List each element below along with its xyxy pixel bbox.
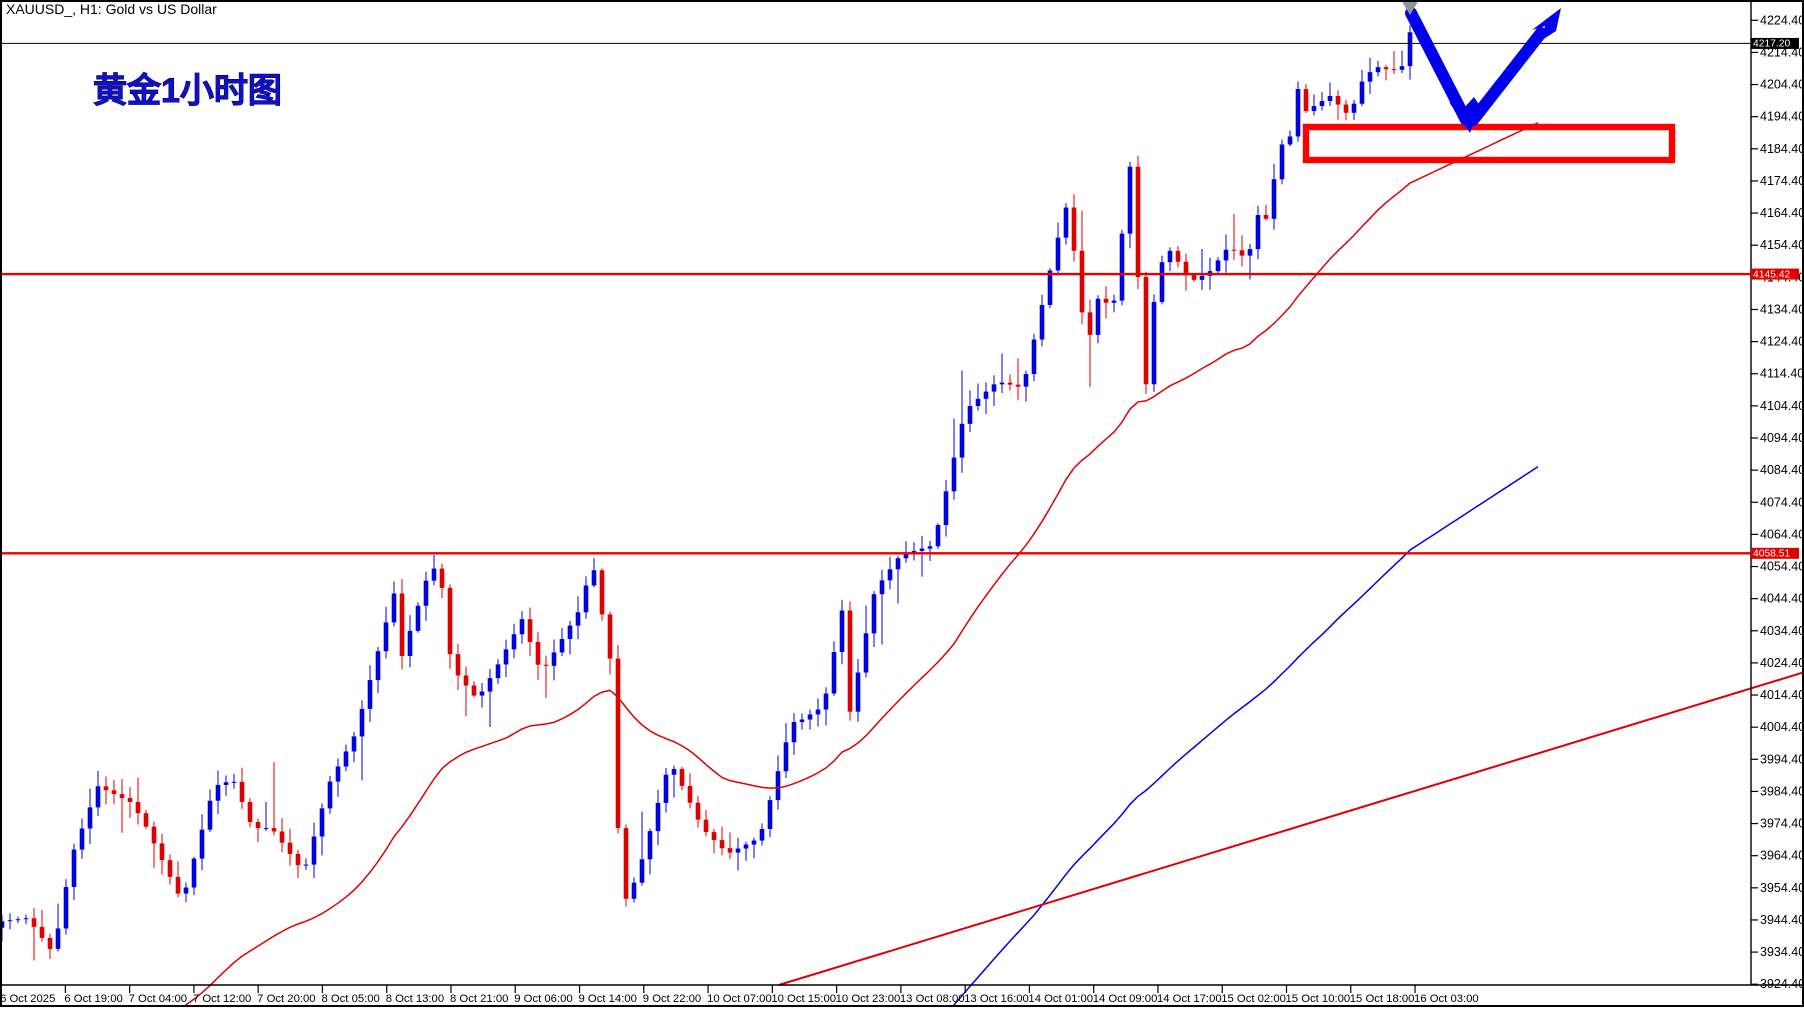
svg-text:XAUUSD_, H1: Gold vs US Dolla: XAUUSD_, H1: Gold vs US Dollar xyxy=(6,1,217,17)
svg-text:13 Oct 08:00: 13 Oct 08:00 xyxy=(900,993,965,1005)
svg-text:14 Oct 09:00: 14 Oct 09:00 xyxy=(1093,993,1158,1005)
svg-text:8 Oct 05:00: 8 Oct 05:00 xyxy=(321,993,379,1005)
svg-text:4104.40: 4104.40 xyxy=(1760,399,1804,413)
svg-text:10 Oct 23:00: 10 Oct 23:00 xyxy=(836,993,901,1005)
svg-text:8 Oct 13:00: 8 Oct 13:00 xyxy=(386,993,444,1005)
svg-text:4004.40: 4004.40 xyxy=(1760,720,1804,734)
svg-text:3954.40: 3954.40 xyxy=(1760,881,1804,895)
svg-text:3974.40: 3974.40 xyxy=(1760,817,1804,831)
svg-text:3934.40: 3934.40 xyxy=(1760,945,1804,959)
svg-text:4044.40: 4044.40 xyxy=(1760,592,1804,606)
svg-text:4154.40: 4154.40 xyxy=(1760,238,1804,252)
svg-text:4145.42: 4145.42 xyxy=(1753,269,1790,280)
svg-text:3994.40: 3994.40 xyxy=(1760,752,1804,766)
svg-text:6 Oct 2025: 6 Oct 2025 xyxy=(0,993,55,1005)
svg-text:黄金1小时图: 黄金1小时图 xyxy=(93,71,282,110)
svg-text:4224.40: 4224.40 xyxy=(1760,13,1804,27)
svg-text:15 Oct 02:00: 15 Oct 02:00 xyxy=(1221,993,1286,1005)
svg-text:4184.40: 4184.40 xyxy=(1760,142,1804,156)
svg-text:4034.40: 4034.40 xyxy=(1760,624,1804,638)
svg-text:10 Oct 07:00: 10 Oct 07:00 xyxy=(707,993,772,1005)
svg-text:9 Oct 22:00: 9 Oct 22:00 xyxy=(643,993,701,1005)
svg-text:4124.40: 4124.40 xyxy=(1760,335,1804,349)
svg-text:6 Oct 19:00: 6 Oct 19:00 xyxy=(64,993,122,1005)
svg-text:4164.40: 4164.40 xyxy=(1760,206,1804,220)
svg-text:4084.40: 4084.40 xyxy=(1760,463,1804,477)
svg-text:10 Oct 15:00: 10 Oct 15:00 xyxy=(771,993,836,1005)
svg-text:9 Oct 14:00: 9 Oct 14:00 xyxy=(579,993,637,1005)
svg-text:13 Oct 16:00: 13 Oct 16:00 xyxy=(964,993,1029,1005)
svg-text:3964.40: 3964.40 xyxy=(1760,849,1804,863)
svg-text:4054.40: 4054.40 xyxy=(1760,560,1804,574)
svg-text:7 Oct 20:00: 7 Oct 20:00 xyxy=(257,993,315,1005)
svg-text:4134.40: 4134.40 xyxy=(1760,302,1804,316)
svg-text:3944.40: 3944.40 xyxy=(1760,913,1804,927)
svg-text:16 Oct 03:00: 16 Oct 03:00 xyxy=(1414,993,1479,1005)
svg-text:15 Oct 18:00: 15 Oct 18:00 xyxy=(1350,993,1415,1005)
svg-text:14 Oct 17:00: 14 Oct 17:00 xyxy=(1157,993,1222,1005)
svg-text:4174.40: 4174.40 xyxy=(1760,174,1804,188)
svg-text:4094.40: 4094.40 xyxy=(1760,431,1804,445)
svg-text:3924.40: 3924.40 xyxy=(1760,977,1804,991)
svg-text:4074.40: 4074.40 xyxy=(1760,495,1804,509)
svg-text:4204.40: 4204.40 xyxy=(1760,78,1804,92)
svg-text:15 Oct 10:00: 15 Oct 10:00 xyxy=(1286,993,1351,1005)
svg-text:3984.40: 3984.40 xyxy=(1760,784,1804,798)
svg-text:4064.40: 4064.40 xyxy=(1760,527,1804,541)
svg-text:4217.20: 4217.20 xyxy=(1753,39,1790,50)
svg-text:14 Oct 01:00: 14 Oct 01:00 xyxy=(1028,993,1093,1005)
svg-text:4058.51: 4058.51 xyxy=(1753,549,1790,560)
svg-text:7 Oct 12:00: 7 Oct 12:00 xyxy=(193,993,251,1005)
svg-text:8 Oct 21:00: 8 Oct 21:00 xyxy=(450,993,508,1005)
svg-text:4014.40: 4014.40 xyxy=(1760,688,1804,702)
svg-text:4024.40: 4024.40 xyxy=(1760,656,1804,670)
svg-text:4114.40: 4114.40 xyxy=(1760,367,1804,381)
svg-text:9 Oct 06:00: 9 Oct 06:00 xyxy=(514,993,572,1005)
svg-text:4194.40: 4194.40 xyxy=(1760,110,1804,124)
svg-text:7 Oct 04:00: 7 Oct 04:00 xyxy=(129,993,187,1005)
